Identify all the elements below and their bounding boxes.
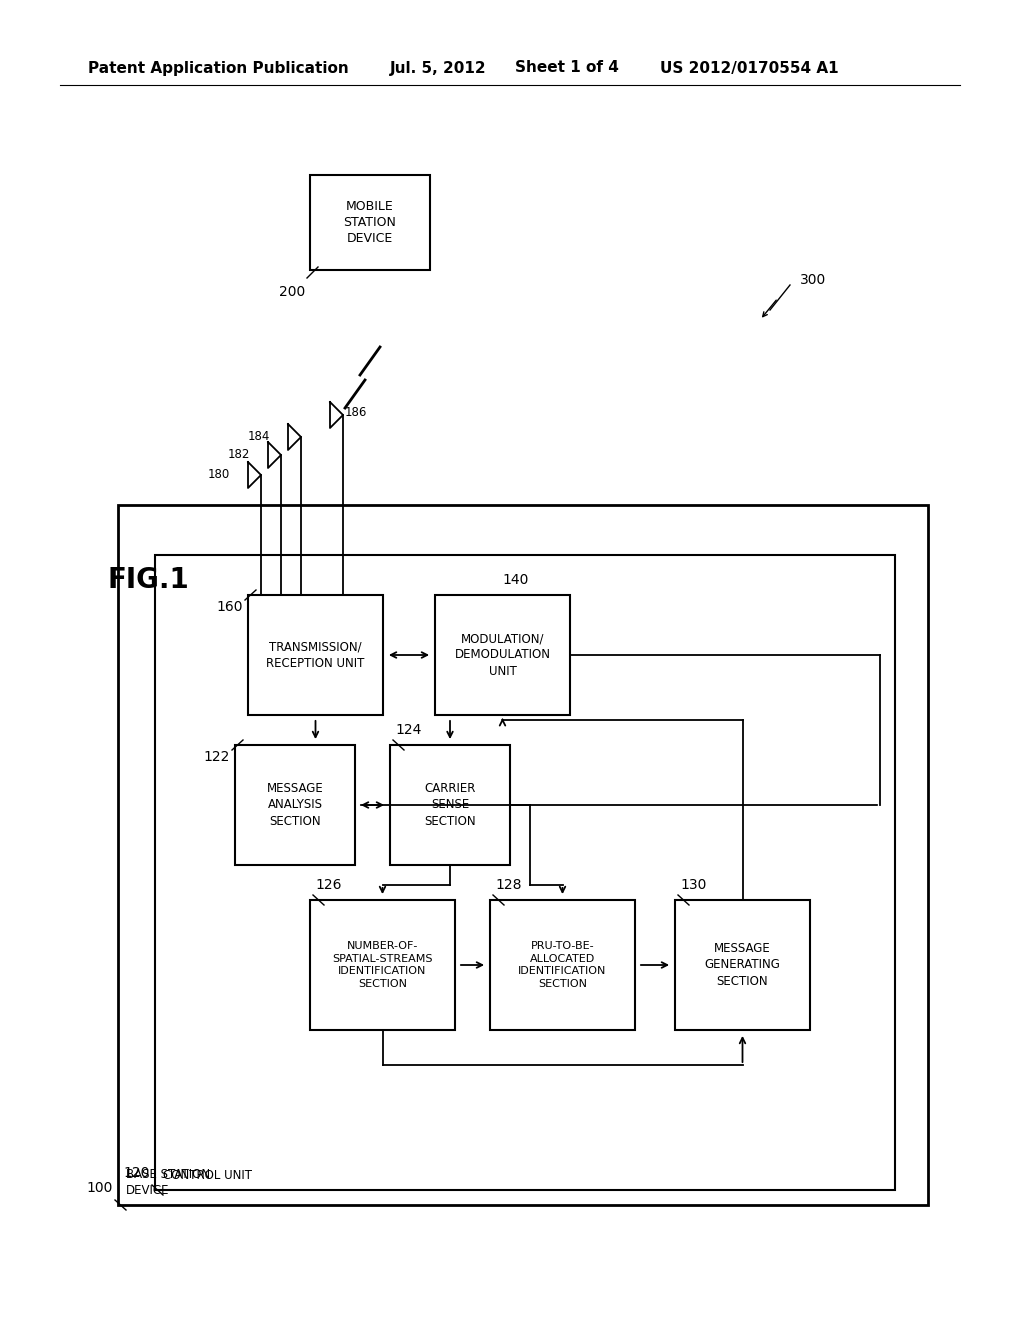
Text: 130: 130 (680, 878, 707, 892)
Bar (390, 744, 510, 865)
Text: US 2012/0170554 A1: US 2012/0170554 A1 (660, 61, 839, 75)
Bar (248, 595, 383, 715)
Text: MOBILE
STATION
DEVICE: MOBILE STATION DEVICE (344, 199, 396, 246)
Bar (234, 744, 355, 865)
Text: CONTROL UNIT: CONTROL UNIT (163, 1170, 252, 1181)
Text: PRU-TO-BE-
ALLOCATED
IDENTIFICATION
SECTION: PRU-TO-BE- ALLOCATED IDENTIFICATION SECT… (518, 941, 606, 989)
Bar (310, 900, 455, 1030)
Text: Patent Application Publication: Patent Application Publication (88, 61, 349, 75)
Text: MESSAGE
ANALYSIS
SECTION: MESSAGE ANALYSIS SECTION (266, 781, 324, 828)
Bar (490, 900, 635, 1030)
Text: TRANSMISSION/
RECEPTION UNIT: TRANSMISSION/ RECEPTION UNIT (266, 640, 365, 669)
Text: 160: 160 (216, 601, 243, 614)
Text: NUMBER-OF-
SPATIAL-STREAMS
IDENTIFICATION
SECTION: NUMBER-OF- SPATIAL-STREAMS IDENTIFICATIO… (332, 941, 433, 989)
Text: MESSAGE
GENERATING
SECTION: MESSAGE GENERATING SECTION (705, 942, 780, 987)
Text: FIG.1: FIG.1 (108, 566, 189, 594)
Text: 180: 180 (208, 469, 230, 482)
Text: 122: 122 (204, 750, 230, 764)
Text: 184: 184 (248, 430, 270, 444)
Bar (675, 900, 810, 1030)
Bar (118, 506, 928, 1205)
Text: 186: 186 (345, 405, 368, 418)
Bar (435, 595, 570, 715)
Text: 126: 126 (315, 878, 341, 892)
Text: 128: 128 (495, 878, 521, 892)
Text: 182: 182 (227, 449, 250, 462)
Text: 200: 200 (279, 285, 305, 300)
Bar (310, 176, 430, 271)
Text: 100: 100 (87, 1181, 113, 1195)
Text: MODULATION/
DEMODULATION
UNIT: MODULATION/ DEMODULATION UNIT (455, 632, 551, 678)
Text: Sheet 1 of 4: Sheet 1 of 4 (515, 61, 618, 75)
Bar (155, 554, 895, 1191)
Text: Jul. 5, 2012: Jul. 5, 2012 (390, 61, 486, 75)
Text: 140: 140 (503, 573, 528, 587)
Text: 120: 120 (124, 1166, 150, 1180)
Text: 300: 300 (800, 273, 826, 286)
Text: CARRIER
SENSE
SECTION: CARRIER SENSE SECTION (424, 781, 476, 828)
Text: 124: 124 (395, 723, 421, 737)
Text: BASE STATION
DEVICE: BASE STATION DEVICE (126, 1168, 210, 1197)
